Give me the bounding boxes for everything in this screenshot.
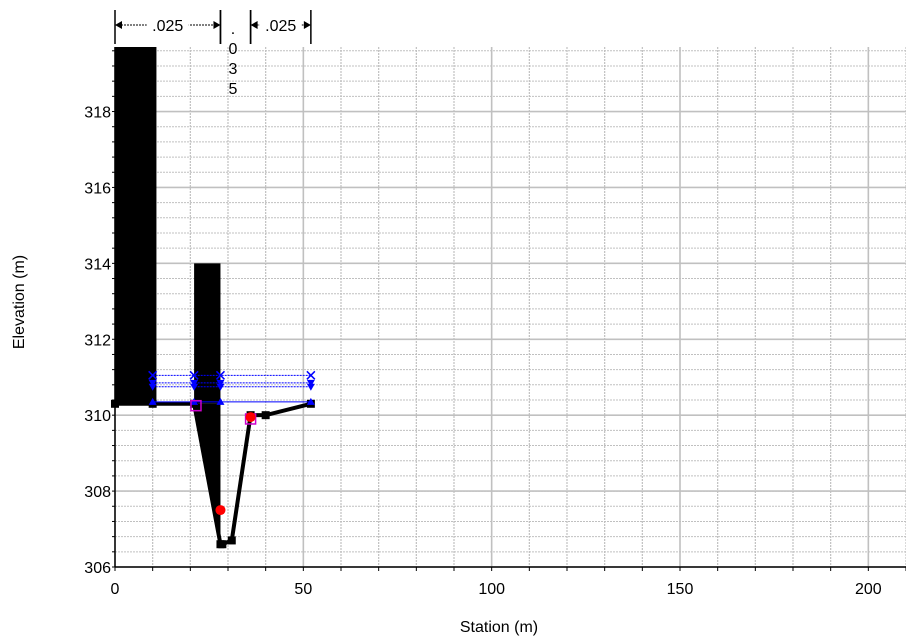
- water-marker-down: [190, 383, 199, 391]
- water-marker-down: [216, 383, 225, 391]
- manning-label-char: 5: [229, 81, 238, 98]
- manning-label-char: .: [231, 21, 235, 38]
- water-marker-x: [148, 370, 158, 380]
- point-markers: [190, 399, 257, 516]
- manning-label-bg: [259, 15, 302, 35]
- x-tick-label: 150: [667, 581, 694, 598]
- manning-label: .025: [152, 18, 183, 35]
- grid: [114, 47, 906, 568]
- ground-point: [218, 540, 227, 549]
- obstructions: [115, 47, 221, 545]
- ground-point: [227, 536, 236, 545]
- manning-arrow-left: [250, 21, 258, 29]
- x-axis-title: Station (m): [460, 619, 538, 636]
- tick-labels: 0 50 100 150 200 306 308 310 312 314 316 318: [84, 105, 881, 598]
- water-marker-down: [190, 379, 199, 387]
- manning-arrow-left: [115, 21, 122, 29]
- y-tick-label: 316: [84, 180, 111, 197]
- water-marker-x: [189, 370, 199, 380]
- water-marker-x: [215, 370, 225, 380]
- y-tick-label: 310: [84, 408, 111, 425]
- y-tick-label: 314: [84, 256, 111, 273]
- water-marker-down: [216, 379, 225, 387]
- water-marker-up: [148, 397, 157, 405]
- water-surfaces: [148, 370, 316, 405]
- water-marker-up: [216, 397, 225, 405]
- x-tick-label: 200: [855, 581, 882, 598]
- y-tick-label: 312: [84, 332, 111, 349]
- water-marker-x: [306, 370, 316, 380]
- y-tick-label: 308: [84, 484, 111, 501]
- bank-station-marker: [215, 505, 226, 516]
- y-tick-label: 318: [84, 105, 111, 122]
- manning-label-char: 0: [229, 41, 238, 58]
- water-marker-up: [306, 397, 315, 405]
- water-marker-down: [148, 379, 157, 387]
- axes: [112, 47, 906, 571]
- manning-annotations: .025. 0 3 5 .025: [114, 10, 312, 98]
- water-marker-down: [306, 379, 315, 387]
- manning-arrow-right: [213, 21, 221, 29]
- manning-label-char: 3: [229, 61, 238, 78]
- x-tick-label: 0: [111, 581, 120, 598]
- manning-arrow-right: [303, 21, 311, 29]
- blocked-obstruction: [115, 47, 157, 404]
- x-tick-label: 50: [294, 581, 312, 598]
- y-tick-label: 306: [84, 560, 111, 577]
- y-axis-title: Elevation (m): [11, 255, 28, 349]
- water-marker-down: [148, 383, 157, 391]
- water-marker-down: [306, 383, 315, 391]
- manning-label: .025: [265, 18, 296, 35]
- ground-point: [261, 411, 270, 420]
- manning-label-bg: [146, 15, 189, 35]
- blocked-obstruction: [194, 263, 221, 404]
- ineffective-marker: [190, 399, 202, 412]
- bank-station-marker: [245, 412, 256, 423]
- x-tick-label: 100: [478, 581, 505, 598]
